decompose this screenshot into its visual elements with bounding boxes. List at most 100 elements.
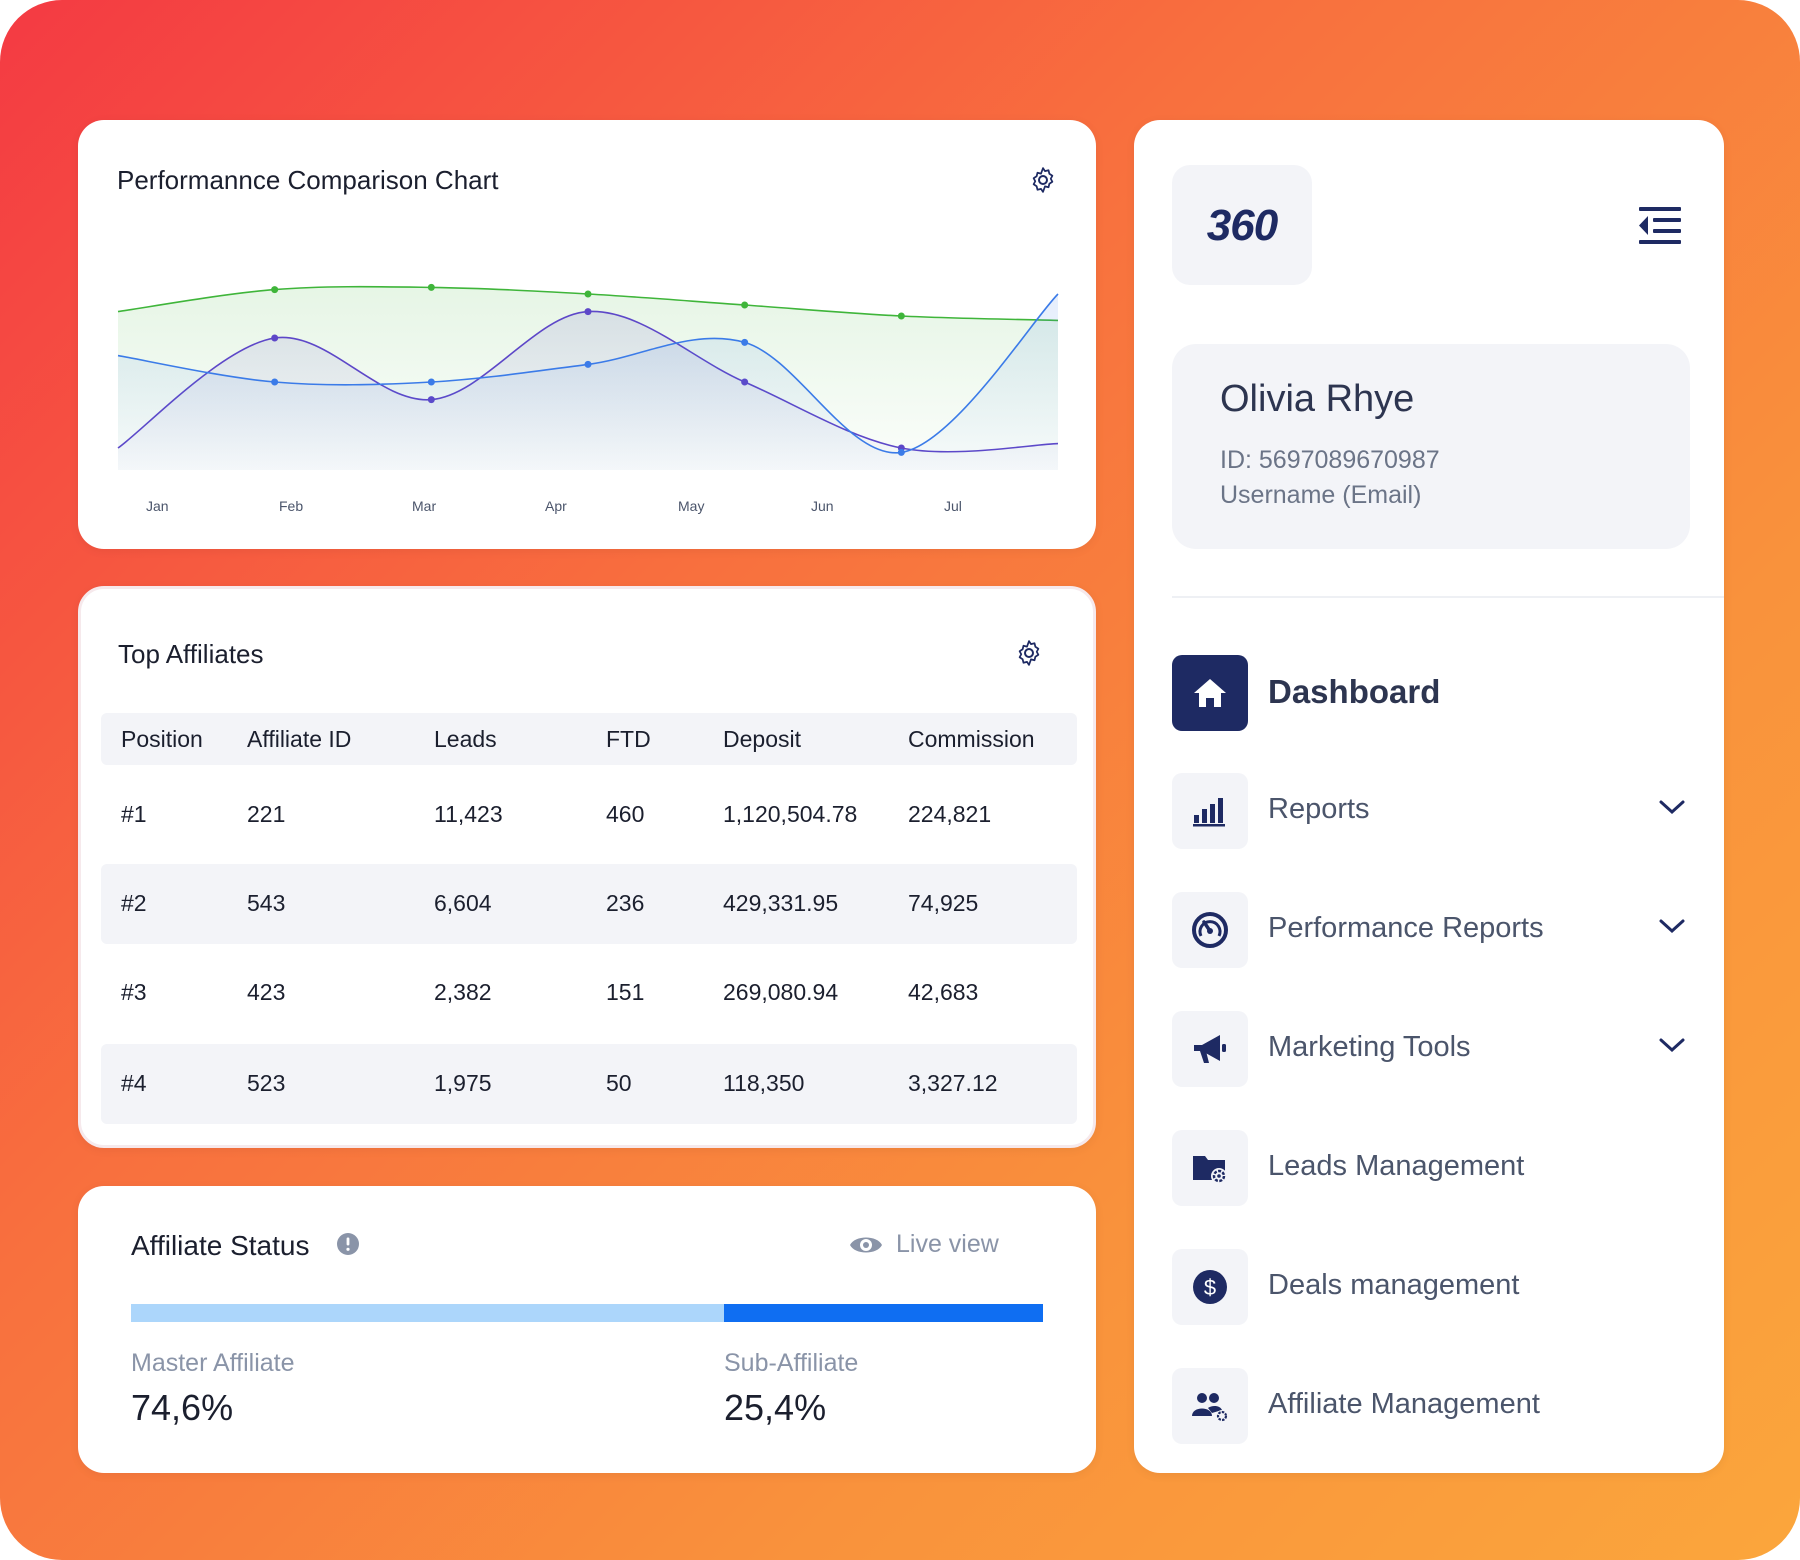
gear-icon[interactable] — [1014, 638, 1044, 668]
table-header: Position Affiliate ID Leads FTD Deposit … — [101, 713, 1077, 765]
x-tick-label: Apr — [545, 498, 567, 514]
logo[interactable]: 360 — [1172, 165, 1312, 285]
info-icon[interactable] — [336, 1232, 360, 1256]
cell-deposit: 118,350 — [723, 1070, 805, 1096]
data-point[interactable] — [741, 338, 749, 346]
cell-deposit: 429,331.95 — [723, 890, 839, 916]
cell-commission: 224,821 — [908, 801, 992, 827]
sub-affiliate-value: 25,4% — [724, 1387, 827, 1428]
data-point[interactable] — [584, 308, 592, 316]
cell-position: #2 — [121, 890, 147, 916]
cell-ftd: 50 — [606, 1070, 632, 1096]
data-point[interactable] — [584, 290, 592, 298]
x-tick-label: Mar — [412, 498, 436, 514]
affiliate-status-card: Affiliate Status Live view Master Affili… — [78, 1186, 1096, 1473]
logo-text: 360 — [1206, 201, 1278, 250]
bar-chart-icon — [1193, 798, 1225, 827]
nav-label-performance-reports: Performance Reports — [1268, 912, 1544, 944]
profile-card[interactable]: Olivia Rhye ID: 5697089670987 Username (… — [1172, 344, 1690, 549]
table-row[interactable]: #2 543 6,604 236 429,331.95 74,925 — [101, 864, 1077, 944]
column-header-deposit[interactable]: Deposit — [723, 726, 801, 752]
performance-chart-card: Performannce Comparison Chart Jan Feb Mar A… — [78, 120, 1096, 549]
svg-text:$: $ — [1204, 1275, 1216, 1300]
master-affiliate-value: 74,6% — [131, 1387, 234, 1428]
nav-icon-box — [1172, 773, 1248, 849]
data-point[interactable] — [897, 312, 905, 320]
data-point[interactable] — [271, 334, 279, 342]
nav-label-affiliate-management: Affiliate Management — [1268, 1388, 1540, 1420]
table-row[interactable]: #3 423 2,382 151 269,080.94 42,683 — [101, 953, 1077, 1033]
table-row[interactable]: #1 221 11,423 460 1,120,504.78 224,821 — [101, 775, 1077, 855]
nav-icon-box: $ — [1172, 1249, 1248, 1325]
cell-commission: 3,327.12 — [908, 1070, 998, 1096]
table-row[interactable]: #4 523 1,975 50 118,350 3,327.12 — [101, 1044, 1077, 1124]
live-view-label: Live view — [896, 1230, 999, 1258]
table-title: Top Affiliates — [118, 639, 264, 669]
nav-icon-box — [1172, 655, 1248, 731]
nav-label-deals-management: Deals management — [1268, 1269, 1520, 1301]
column-header-affiliate-id[interactable]: Affiliate ID — [247, 726, 352, 752]
home-icon — [1194, 679, 1226, 707]
data-point[interactable] — [271, 378, 279, 386]
x-tick-label: Jul — [944, 498, 962, 514]
column-header-position[interactable]: Position — [121, 726, 203, 752]
cell-position: #3 — [121, 979, 147, 1005]
nav-label-marketing-tools: Marketing Tools — [1268, 1031, 1471, 1063]
data-point[interactable] — [584, 360, 592, 368]
cell-affiliate-id: 221 — [247, 801, 286, 827]
cell-leads: 6,604 — [434, 890, 492, 916]
data-point[interactable] — [897, 448, 905, 456]
cell-affiliate-id: 543 — [247, 890, 286, 916]
nav-icon-box — [1172, 1368, 1248, 1444]
cell-ftd: 151 — [606, 979, 645, 1005]
eye-icon — [850, 1237, 882, 1253]
cell-deposit: 1,120,504.78 — [723, 801, 858, 827]
profile-name: Olivia Rhye — [1220, 378, 1415, 420]
x-tick-label: May — [678, 498, 704, 514]
users-gear-icon — [1192, 1393, 1228, 1422]
chevron-down-icon[interactable] — [1657, 797, 1687, 817]
megaphone-icon — [1194, 1035, 1226, 1063]
nav-item-performance-reports[interactable]: Performance Reports — [1172, 892, 1692, 968]
line-chart: Jan Feb Mar Apr May Jun Jul — [117, 283, 1059, 514]
column-header-leads[interactable]: Leads — [434, 726, 497, 752]
gear-icon[interactable] — [1028, 165, 1058, 195]
nav-item-reports[interactable]: Reports — [1172, 773, 1692, 849]
nav-item-affiliate-management[interactable]: Affiliate Management — [1172, 1368, 1692, 1444]
cell-commission: 42,683 — [908, 979, 979, 1005]
chevron-down-icon[interactable] — [1657, 916, 1687, 936]
nav-icon-box — [1172, 1011, 1248, 1087]
sub-affiliate-label: Sub-Affiliate — [724, 1349, 859, 1377]
cell-leads: 2,382 — [434, 979, 492, 1005]
x-tick-label: Feb — [279, 498, 303, 514]
cell-affiliate-id: 523 — [247, 1070, 286, 1096]
master-affiliate-label: Master Affiliate — [131, 1349, 295, 1377]
dollar-icon: $ — [1193, 1270, 1227, 1304]
cell-commission: 74,925 — [908, 890, 979, 916]
nav-item-marketing-tools[interactable]: Marketing Tools — [1172, 1011, 1692, 1087]
sidebar: 360 Olivia Rhye ID: 5697089670987 Userna… — [1134, 120, 1724, 1473]
top-affiliates-card: Top Affiliates Position Affiliate ID Lea… — [78, 586, 1096, 1148]
collapse-menu-icon[interactable] — [1635, 205, 1683, 247]
nav-item-dashboard[interactable]: Dashboard — [1172, 655, 1692, 731]
data-point[interactable] — [427, 378, 435, 386]
chevron-down-icon[interactable] — [1657, 1035, 1687, 1055]
cell-position: #4 — [121, 1070, 147, 1096]
data-point[interactable] — [271, 286, 279, 294]
nav-item-deals-management[interactable]: $ Deals management — [1172, 1249, 1692, 1325]
column-header-ftd[interactable]: FTD — [606, 726, 651, 752]
series-area — [118, 294, 1058, 470]
folder-gear-icon — [1193, 1156, 1227, 1184]
nav-item-leads-management[interactable]: Leads Management — [1172, 1130, 1692, 1206]
nav-label-reports: Reports — [1268, 793, 1370, 825]
column-header-commission[interactable]: Commission — [908, 726, 1035, 752]
cell-position: #1 — [121, 801, 147, 827]
data-point[interactable] — [427, 283, 435, 291]
chart-title: Performannce Comparison Chart — [117, 165, 499, 195]
x-tick-label: Jan — [146, 498, 169, 514]
profile-id: ID: 5697089670987 — [1220, 446, 1440, 474]
data-point[interactable] — [741, 301, 749, 309]
cell-leads: 11,423 — [434, 801, 503, 827]
nav-icon-box — [1172, 1130, 1248, 1206]
